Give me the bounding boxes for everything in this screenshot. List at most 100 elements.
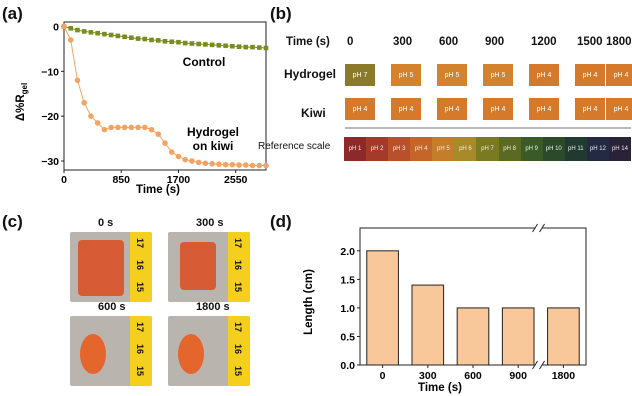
ruler-number: 16 bbox=[233, 259, 244, 271]
x-tick-label-a: 0 bbox=[61, 174, 67, 186]
sample-photo: 17 16 15 bbox=[168, 232, 250, 302]
y-tick-label-d: 1.0 bbox=[340, 303, 355, 315]
control-point bbox=[263, 45, 269, 51]
control-point bbox=[135, 36, 141, 41]
row-label-kiwi: Kiwi bbox=[301, 106, 326, 120]
y-tick-label-d: 0.0 bbox=[340, 360, 355, 372]
sample-photo: 17 16 15 bbox=[70, 316, 152, 386]
axis-break-mark bbox=[532, 223, 538, 233]
reference-swatch: pH 9 bbox=[520, 137, 543, 161]
reference-swatch: pH 10 bbox=[542, 137, 565, 161]
control-point bbox=[230, 43, 235, 49]
hydrogel-point bbox=[67, 37, 74, 43]
hydrogel-point bbox=[168, 149, 175, 155]
ruler-number: 17 bbox=[135, 321, 146, 333]
axis-break-mask-top bbox=[534, 224, 543, 232]
ph-swatch: pH 7 bbox=[345, 64, 375, 86]
divider bbox=[345, 127, 631, 129]
ruler-number: 17 bbox=[233, 237, 244, 249]
bar bbox=[547, 307, 580, 366]
ruler-number: 17 bbox=[135, 237, 146, 249]
control-point bbox=[81, 29, 87, 34]
bar bbox=[411, 284, 445, 366]
ph-swatch: pH 5 bbox=[391, 64, 421, 86]
hydrogel-point bbox=[155, 131, 162, 137]
ruler: 17 16 15 bbox=[130, 316, 152, 386]
hydrogel-point bbox=[209, 160, 215, 167]
x-axis-label-d: Time (s) bbox=[418, 382, 462, 394]
hydrogel-point bbox=[202, 160, 209, 167]
control-point bbox=[122, 34, 127, 40]
time-column-header: 0 bbox=[347, 36, 354, 48]
hydrogel-point bbox=[236, 162, 242, 168]
ruler-number: 16 bbox=[233, 343, 244, 355]
reference-swatch: pH 4 bbox=[410, 137, 433, 161]
hydrogel-sample bbox=[80, 334, 106, 374]
control-point bbox=[142, 36, 148, 42]
sample-photo: 17 16 15 bbox=[168, 316, 250, 386]
control-point bbox=[243, 44, 249, 50]
reference-swatch: pH 2 bbox=[366, 137, 389, 161]
reference-swatch: pH 14 bbox=[608, 137, 632, 161]
ruler-number: 15 bbox=[135, 281, 146, 293]
y-tick-label-a: −20 bbox=[41, 111, 59, 123]
control-point bbox=[102, 31, 107, 37]
time-column-header: 1800 bbox=[606, 36, 632, 48]
hydrogel-sample bbox=[78, 240, 124, 296]
control-point bbox=[203, 42, 208, 47]
hydrogel-point bbox=[256, 162, 263, 169]
axis-break-mask-bottom bbox=[534, 361, 543, 369]
hydrogel-point bbox=[182, 156, 188, 163]
ph-swatch: pH 4 bbox=[575, 64, 605, 86]
ph-swatch: pH 5 bbox=[437, 64, 467, 86]
time-header: Time (s) bbox=[286, 36, 330, 48]
x-axis-label-a: Time (s) bbox=[136, 184, 180, 196]
ruler-number: 17 bbox=[233, 321, 244, 333]
sample-photo: 17 16 15 bbox=[70, 232, 152, 302]
ruler: 17 16 15 bbox=[228, 232, 250, 302]
control-series-line bbox=[63, 26, 267, 49]
ph-swatch: pH 4 bbox=[483, 98, 513, 120]
control-point bbox=[182, 40, 188, 46]
control-point bbox=[95, 30, 100, 36]
hydrogel-point bbox=[74, 77, 81, 84]
bar-chart: 0.0 0.5 1.0 1.5 2.0 0 300 600 900 1800 Time (s) L… bbox=[303, 223, 587, 394]
panel-label-c: (c) bbox=[2, 212, 23, 231]
bar bbox=[456, 307, 490, 366]
hydrogel-point bbox=[115, 124, 121, 131]
hydrogel-sample bbox=[178, 334, 204, 374]
y-axis-label-d: Length (cm) bbox=[303, 269, 315, 335]
control-point bbox=[176, 39, 181, 45]
ruler-number: 16 bbox=[135, 343, 146, 355]
hydrogel-point bbox=[243, 162, 249, 168]
control-point bbox=[196, 41, 201, 47]
panel-label-b: (b) bbox=[270, 4, 292, 23]
control-point bbox=[236, 44, 242, 49]
x-tick-label-d: 0 bbox=[380, 370, 386, 382]
row-label-hydrogel: Hydrogel bbox=[284, 67, 337, 81]
hydrogel-sample bbox=[180, 242, 216, 290]
ph-swatch: pH 4 bbox=[437, 98, 467, 120]
axis-break-mark bbox=[532, 360, 538, 370]
x-tick-label-d: 1800 bbox=[552, 370, 576, 382]
axis-break-mark bbox=[539, 360, 545, 370]
bar bbox=[501, 307, 535, 366]
x-tick-label-a: 850 bbox=[112, 174, 130, 186]
reference-swatch: pH 5 bbox=[432, 137, 455, 161]
ph-swatch: pH 4 bbox=[606, 98, 632, 120]
control-point bbox=[155, 38, 161, 43]
annotation-control: Control bbox=[183, 55, 226, 69]
hydrogel-point bbox=[162, 140, 168, 146]
y-tick-label-a: −10 bbox=[41, 66, 59, 78]
hydrogel-point bbox=[189, 158, 195, 164]
hydrogel-point bbox=[263, 162, 269, 169]
x-tick-label-d: 300 bbox=[419, 370, 437, 382]
hydrogel-point bbox=[142, 124, 148, 131]
x-tick-label-d: 600 bbox=[464, 370, 482, 382]
control-point bbox=[169, 39, 175, 45]
x-tick-label-a: 1700 bbox=[167, 174, 191, 186]
time-column-header: 1500 bbox=[577, 36, 603, 48]
control-point bbox=[68, 25, 74, 31]
ph-swatch: pH 5 bbox=[483, 64, 513, 86]
hydrogel-point bbox=[249, 162, 256, 169]
